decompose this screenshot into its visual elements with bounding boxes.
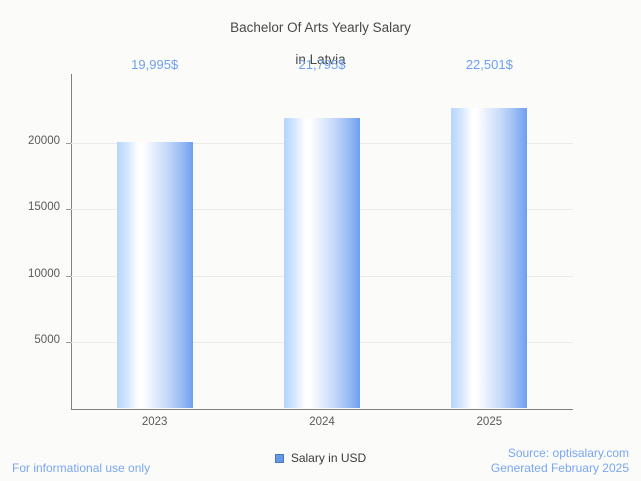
chart-title-line-1: Bachelor Of Arts Yearly Salary <box>230 20 411 35</box>
y-axis-tick-label: 20000 <box>28 135 60 147</box>
footer-source: Source: optisalary.com <box>507 446 629 460</box>
y-axis-tick-mark <box>66 342 71 343</box>
chart-title: Bachelor Of Arts Yearly Salary in Latvia <box>0 4 641 68</box>
x-axis-line <box>71 409 573 410</box>
plot-area <box>66 74 573 410</box>
bar[interactable] <box>117 142 193 408</box>
y-axis-tick-label: 15000 <box>28 201 60 213</box>
x-axis-tick-label: 2023 <box>141 416 168 428</box>
x-axis-tick-label: 2024 <box>309 416 335 428</box>
legend-item-label: Salary in USD <box>290 451 367 465</box>
legend-swatch-icon <box>274 453 284 463</box>
chart-legend: Salary in USD <box>0 451 641 465</box>
y-axis-tick-mark <box>66 209 71 210</box>
bar[interactable] <box>284 118 360 408</box>
bar-value-label: 19,995$ <box>131 57 179 72</box>
bar[interactable] <box>451 108 527 408</box>
y-axis-line <box>71 74 72 410</box>
bar-value-label: 22,501$ <box>465 57 513 72</box>
bar-value-label: 21,795$ <box>298 57 346 72</box>
y-axis-tick-label: 5000 <box>34 334 60 346</box>
footer-disclaimer: For informational use only <box>12 461 151 475</box>
footer-generated: Generated February 2025 <box>490 461 629 475</box>
footer-source-block: Source: optisalary.com Generated Februar… <box>491 446 629 476</box>
chart-title-line-2: in Latvia <box>295 52 346 67</box>
x-axis-tick-label: 2025 <box>476 416 503 428</box>
y-axis-tick-mark <box>66 143 71 144</box>
y-axis-tick-label: 10000 <box>28 268 60 280</box>
y-axis-tick-mark <box>66 276 71 277</box>
